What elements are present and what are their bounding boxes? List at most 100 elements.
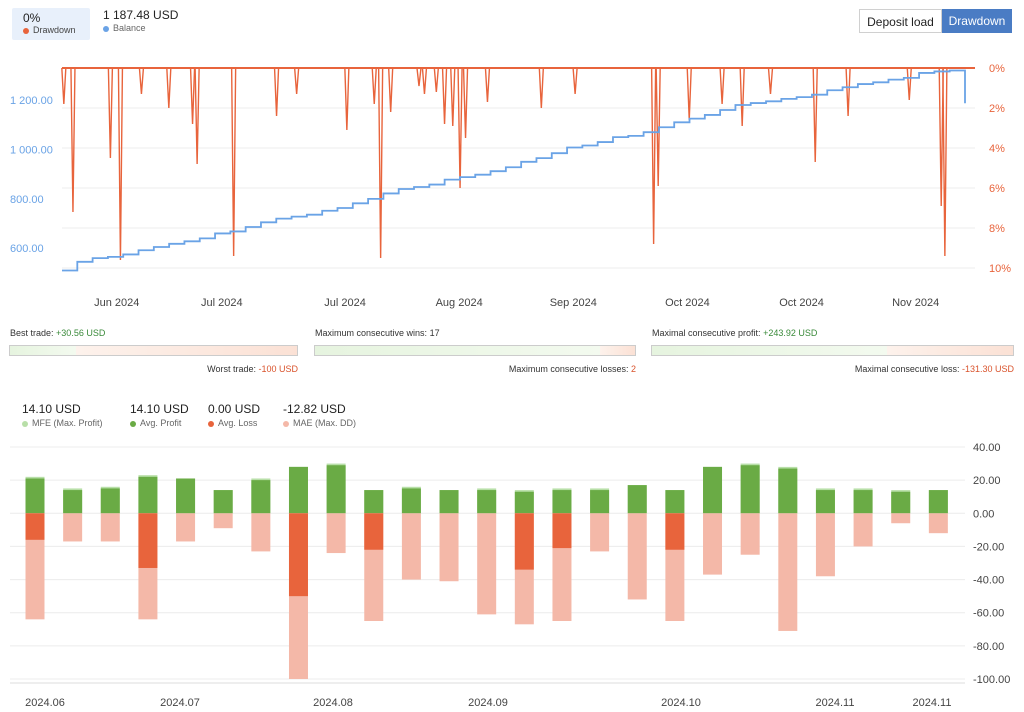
mae-bar: [439, 513, 459, 582]
bar-x-tick-label: 2024.07: [160, 697, 200, 709]
drawdown-series: [61, 67, 975, 261]
balance-line: [62, 69, 966, 272]
max-loss-value: -131.30 USD: [961, 364, 1014, 374]
avg-profit-bar: [364, 490, 384, 514]
mae-bar: [590, 513, 610, 552]
balance-legend-label: Balance: [103, 23, 178, 33]
bar-x-tick-label: 2024.08: [313, 697, 353, 709]
date-axis-ticks: Jun 2024 Jul 2024 Jul 2024 Aug 2024 Sep 2024…: [94, 297, 939, 309]
date-tick-label: Jul 2024: [324, 297, 366, 309]
drawdown-axis-ticks: 0% 2% 4% 6% 8% 10%: [989, 63, 1011, 275]
bar-x-tick-label: 2024.11: [913, 697, 952, 709]
drawdown-spike: [371, 67, 377, 105]
drawdown-spike: [273, 67, 280, 117]
balance-dot-icon: [103, 25, 109, 32]
drawdown-spike: [812, 67, 818, 163]
mae-bar: [326, 513, 346, 554]
avg-loss-dot-icon: [208, 420, 214, 427]
bar-x-tick-label: 2024.06: [25, 697, 65, 709]
balance-tick-label: 800.00: [10, 194, 44, 206]
avg-loss-bar: [138, 513, 158, 568]
mae-bar: [815, 513, 835, 577]
drawdown-button[interactable]: Drawdown: [942, 9, 1012, 33]
avg-profit-bar: [665, 490, 685, 514]
best-trade-label: Best trade:: [10, 328, 54, 338]
mae-bar: [703, 513, 723, 575]
date-tick-label: Jul 2024: [201, 297, 243, 309]
balance-value: 1 187.48 USD: [103, 8, 179, 22]
drawdown-tick-label: 0%: [989, 63, 1005, 75]
balance-tick-label: 1 000.00: [10, 144, 53, 156]
best-trade-fill: [10, 346, 77, 355]
drawdown-spike: [166, 67, 172, 109]
drawdown-spike: [421, 67, 428, 95]
avg-profit-bar: [100, 488, 120, 514]
drawdown-legend[interactable]: 0% Drawdown: [12, 8, 90, 40]
mae-bar: [401, 513, 421, 580]
avg-loss-bar: [288, 513, 308, 597]
drawdown-spike: [138, 67, 145, 95]
bar-x-tick-label: 2024.09: [468, 697, 508, 709]
mae-bar: [251, 513, 271, 552]
bar-y-tick-label: 0.00: [973, 508, 994, 520]
avg-loss-bar: [552, 513, 572, 549]
drawdown-spike: [107, 67, 114, 159]
mfe-mae-bar-chart: 40.00 20.00 0.00 -20.00 -40.00 -60.00 -80.00 -1…: [10, 442, 1010, 709]
date-tick-label: Nov 2024: [892, 297, 939, 309]
drawdown-spike: [767, 67, 774, 95]
avg-loss-value: 0.00 USD: [208, 402, 261, 416]
drawdown-spike: [484, 67, 491, 103]
avg-profit-bar: [63, 490, 83, 514]
bar-y-tick-label: -20.00: [973, 541, 1004, 553]
avg-profit-bar: [326, 465, 346, 514]
summary-avg-loss: 0.00 USD Avg. Loss: [208, 402, 260, 428]
mae-bar: [740, 513, 760, 555]
avg-profit-bar: [514, 491, 534, 514]
avg-profit-bar: [477, 490, 497, 514]
mfe-dot-icon: [22, 420, 28, 427]
avg-profit-bar: [740, 465, 760, 514]
avg-profit-bar: [401, 488, 421, 514]
drawdown-spike: [686, 67, 692, 121]
avg-profit-bar: [251, 480, 271, 514]
max-loss-label: Maximal consecutive loss:: [854, 364, 960, 374]
drawdown-spike: [416, 67, 422, 87]
avg-profit-bar: [853, 490, 873, 514]
drawdown-spike: [70, 67, 76, 213]
drawdown-spike: [450, 67, 456, 127]
avg-profit-bar: [176, 478, 196, 514]
avg-profit-bar: [590, 490, 610, 514]
avg-loss-bar: [25, 513, 45, 540]
drawdown-tick-label: 6%: [989, 183, 1005, 195]
drawdown-spike: [845, 67, 851, 117]
worst-trade-value: -100 USD: [258, 364, 298, 374]
max-losses-label: Maximum consecutive losses:: [508, 364, 629, 374]
bar-y-tick-label: -40.00: [973, 575, 1004, 587]
drawdown-label: Drawdown: [33, 25, 76, 35]
drawdown-legend-label: Drawdown: [23, 25, 76, 35]
best-trade: Best trade: +30.56 USD: [10, 328, 105, 338]
summary-mfe: 14.10 USD MFE (Max. Profit): [22, 402, 103, 428]
drawdown-spike: [739, 67, 745, 127]
date-tick-label: Oct 2024: [665, 297, 710, 309]
drawdown-spike: [194, 67, 200, 165]
drawdown-spike: [189, 67, 196, 125]
balance-tick-label: 600.00: [10, 243, 44, 255]
mae-dot-icon: [283, 420, 289, 427]
drawdown-spike: [387, 67, 394, 113]
worst-trade-label: Worst trade:: [207, 364, 256, 374]
max-consecutive-losses: Maximum consecutive losses: 2: [509, 364, 636, 374]
deposit-load-button[interactable]: Deposit load: [859, 9, 942, 33]
balance-legend[interactable]: 1 187.48 USD Balance: [103, 8, 178, 33]
date-tick-label: Aug 2024: [436, 297, 483, 309]
drawdown-spike: [293, 67, 300, 95]
summary-avg-profit: 14.10 USD Avg. Profit: [130, 402, 189, 428]
drawdown-spike: [650, 67, 657, 245]
avg-profit-bar: [703, 466, 723, 514]
avg-profit-bar: [439, 490, 459, 514]
bar-y-tick-label: -100.00: [973, 674, 1010, 686]
drawdown-value: 0%: [23, 11, 41, 25]
drawdown-tick-label: 2%: [989, 103, 1005, 115]
mae-bar: [627, 513, 647, 600]
bar-series: [25, 463, 948, 679]
